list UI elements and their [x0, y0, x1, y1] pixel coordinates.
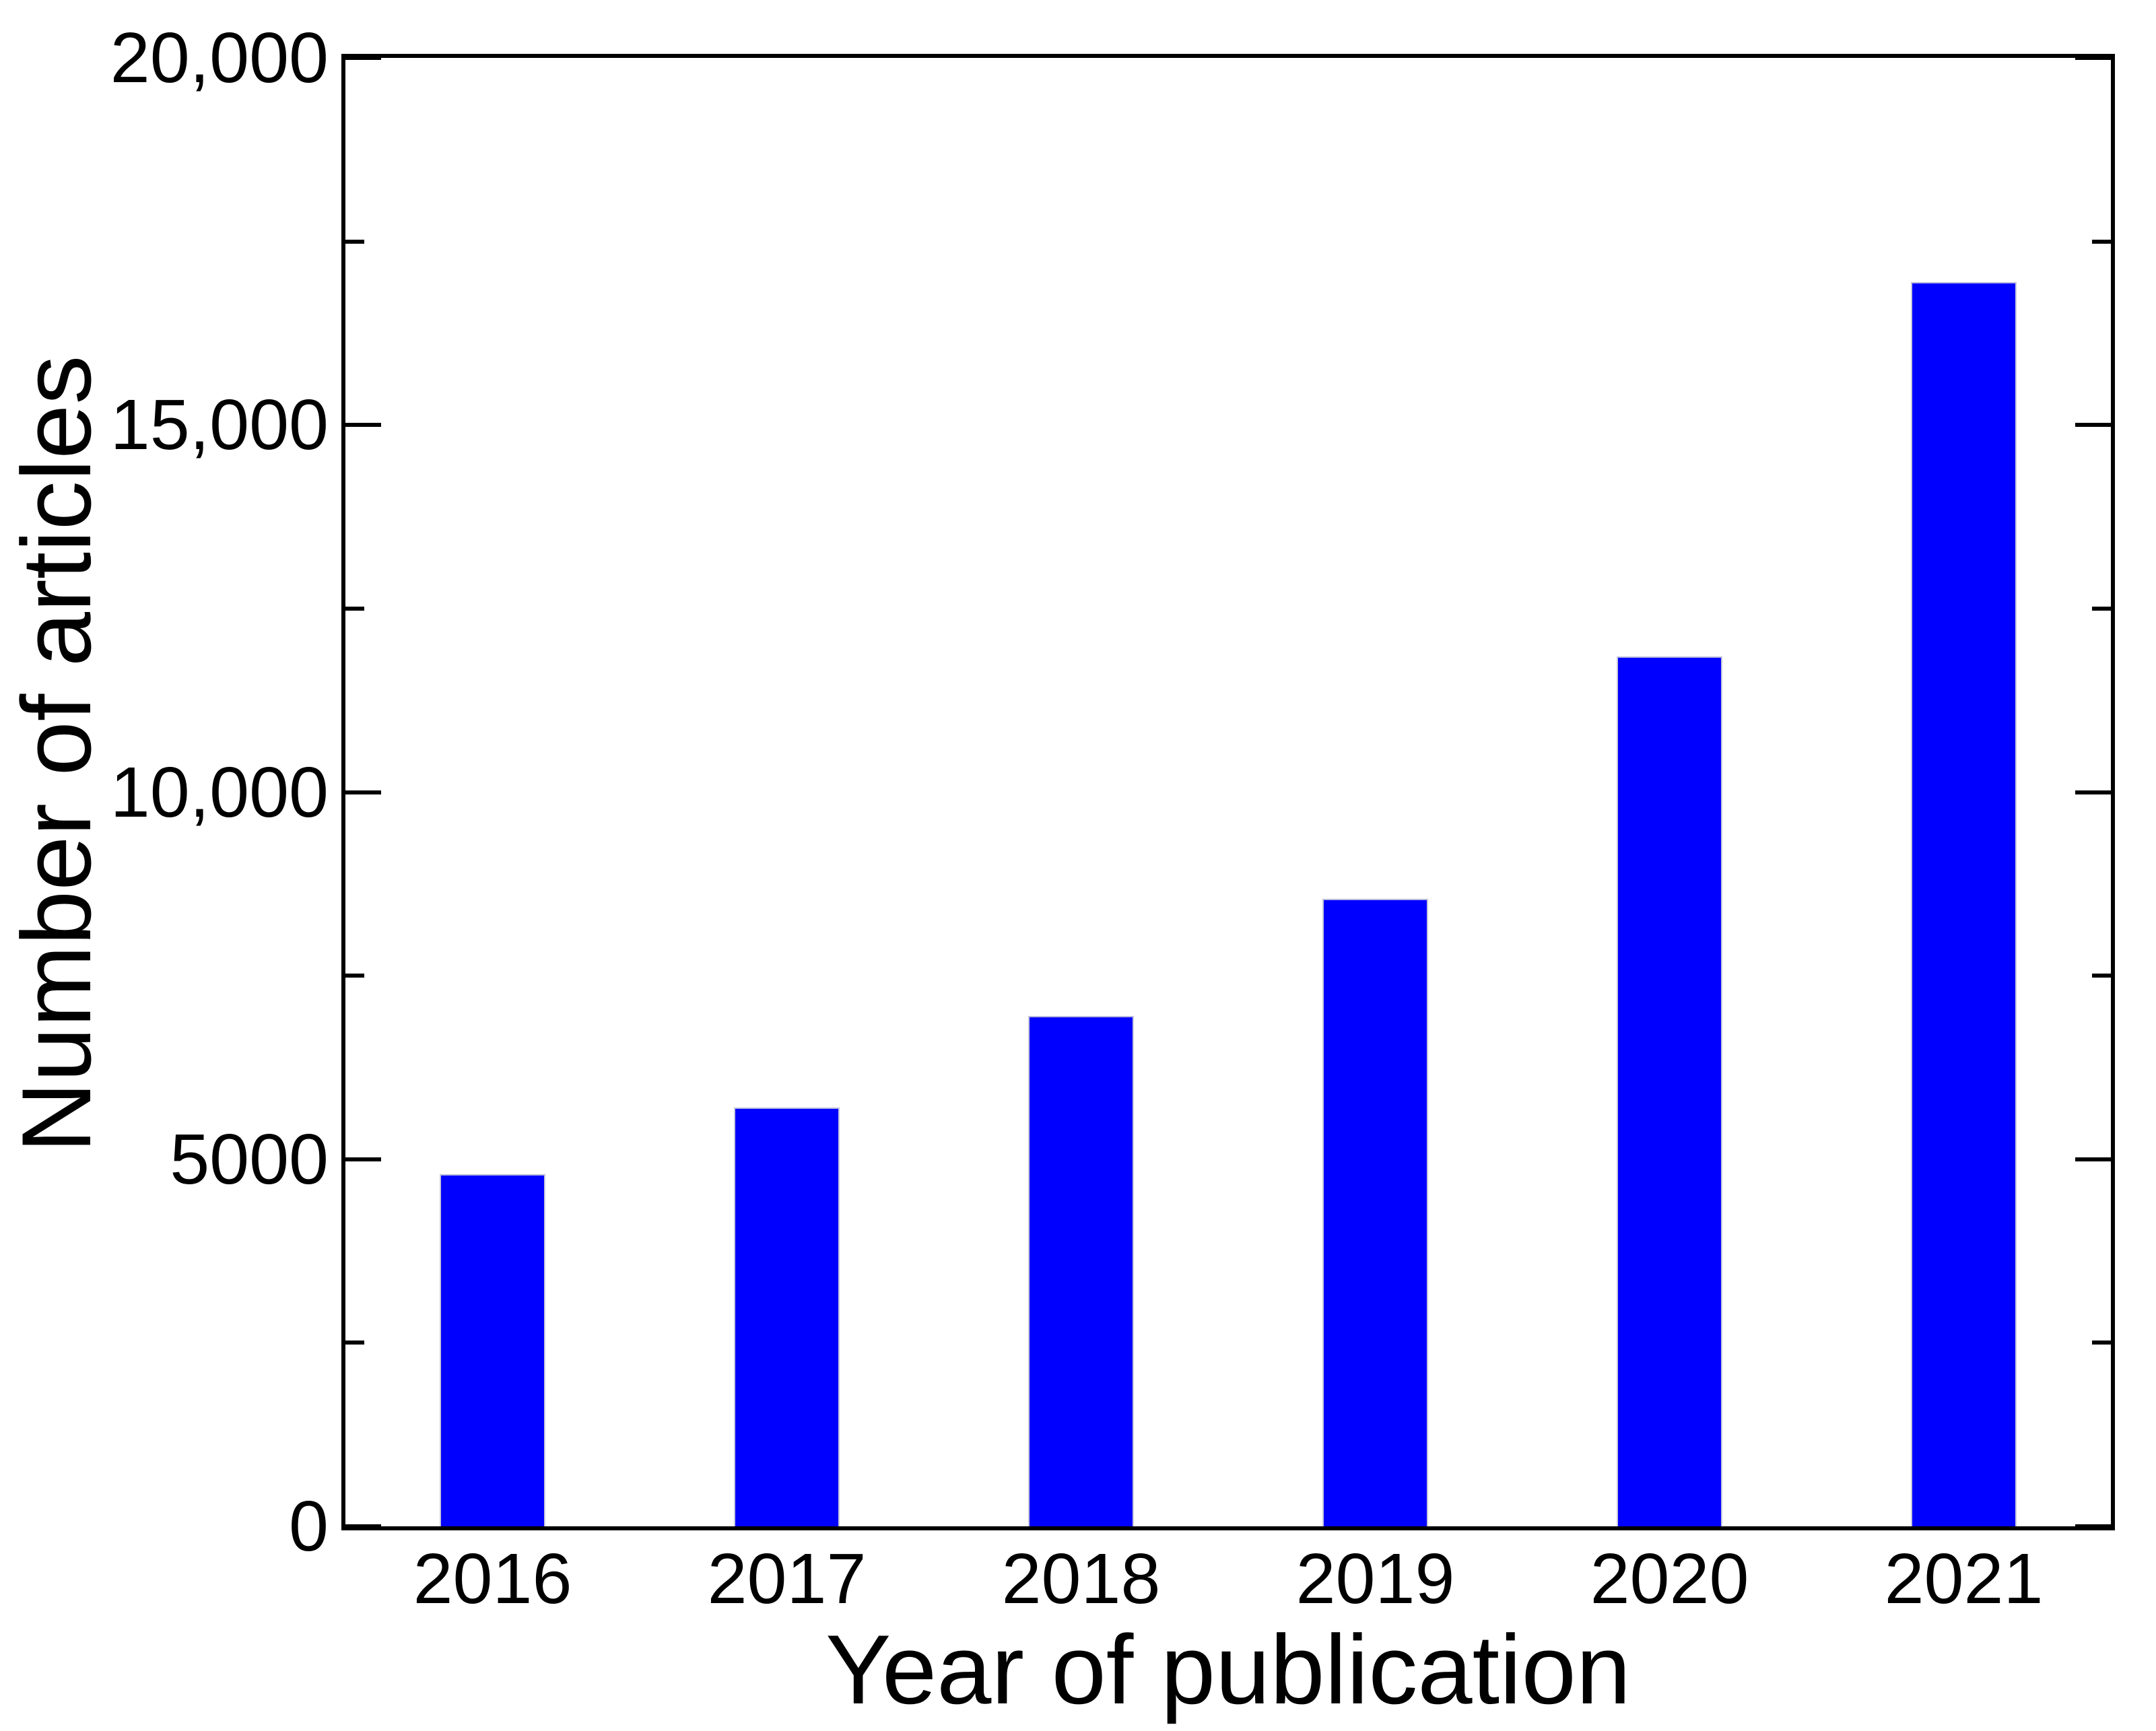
y-major-tick-5000-right: [2075, 1157, 2111, 1161]
y-minor-tick-2500-right: [2092, 1340, 2111, 1345]
x-tick-label-2017: 2017: [707, 1539, 867, 1619]
y-major-tick-10000-left: [345, 790, 381, 794]
y-major-tick-10000-right: [2075, 790, 2111, 794]
x-axis-title: Year of publication: [826, 1615, 1631, 1724]
x-tick-label-2018: 2018: [1001, 1539, 1161, 1619]
y-major-tick-15000-right: [2075, 423, 2111, 428]
y-minor-tick-2500-left: [345, 1340, 364, 1345]
y-major-tick-0-left: [345, 1524, 381, 1528]
bar-2017: [734, 1108, 840, 1526]
y-minor-tick-17500-right: [2092, 239, 2111, 244]
bar-2018: [1028, 1016, 1134, 1526]
y-major-tick-20000-right: [2075, 56, 2111, 60]
y-minor-tick-7500-right: [2092, 974, 2111, 978]
x-tick-label-2019: 2019: [1295, 1539, 1455, 1619]
y-major-tick-0-right: [2075, 1524, 2111, 1528]
y-major-tick-5000-left: [345, 1157, 381, 1161]
bar-2019: [1322, 898, 1428, 1526]
plot-area-frame: [341, 54, 2115, 1530]
y-tick-label-0: 0: [289, 1487, 329, 1566]
y-tick-label-10000: 10,000: [110, 752, 329, 832]
y-minor-tick-12500-left: [345, 606, 364, 611]
y-tick-label-15000: 15,000: [110, 385, 329, 465]
y-tick-label-5000: 5000: [170, 1119, 329, 1199]
y-major-tick-20000-left: [345, 56, 381, 60]
y-major-tick-15000-left: [345, 423, 381, 428]
x-tick-label-2020: 2020: [1590, 1539, 1749, 1619]
y-minor-tick-12500-right: [2092, 606, 2111, 611]
y-axis-title: Number of articles: [1, 355, 111, 1153]
x-tick-label-2016: 2016: [413, 1539, 572, 1619]
bar-2021: [1911, 281, 2017, 1526]
bar-2016: [440, 1174, 545, 1526]
y-tick-label-20000: 20,000: [110, 18, 329, 98]
x-tick-label-2021: 2021: [1884, 1539, 2044, 1619]
y-minor-tick-7500-left: [345, 974, 364, 978]
bar-2020: [1617, 656, 1722, 1526]
y-minor-tick-17500-left: [345, 239, 364, 244]
